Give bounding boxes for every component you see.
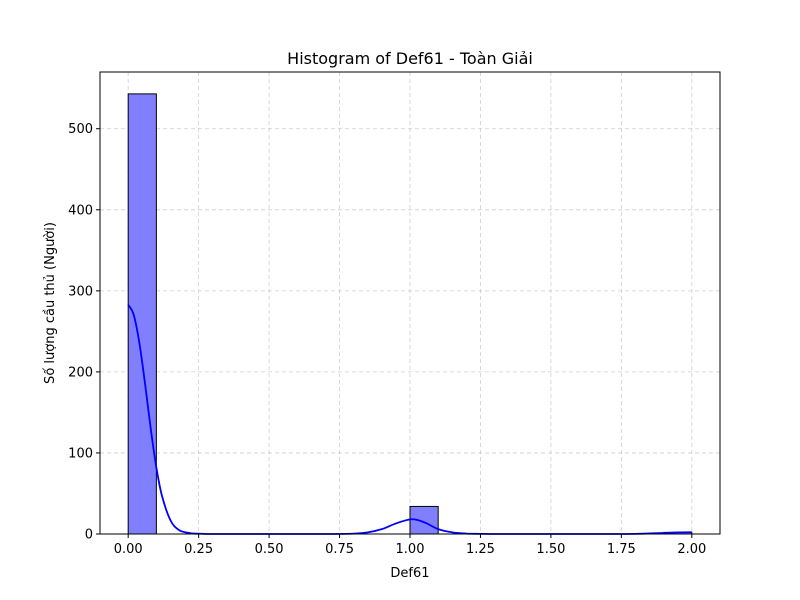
x-tick-label: 0.75 bbox=[325, 542, 354, 557]
x-tick-label: 1.25 bbox=[466, 542, 495, 557]
x-tick-label: 0.50 bbox=[255, 542, 284, 557]
y-tick-label: 0 bbox=[85, 528, 93, 543]
histogram-bar bbox=[127, 93, 157, 535]
y-tick-label: 300 bbox=[68, 284, 93, 299]
chart-title: Histogram of Def61 - Toàn Giải bbox=[287, 49, 533, 68]
x-tick-label: 1.50 bbox=[536, 542, 565, 557]
y-axis-ticks: 0 100 200 300 400 500 bbox=[68, 122, 100, 543]
y-tick-label: 500 bbox=[68, 122, 93, 137]
y-tick-label: 400 bbox=[68, 203, 93, 218]
bars-layer bbox=[127, 93, 693, 535]
y-tick-label: 200 bbox=[68, 365, 93, 380]
x-tick-label: 0.25 bbox=[184, 542, 213, 557]
x-axis-title: Def61 bbox=[390, 566, 429, 581]
x-tick-label: 2.00 bbox=[677, 542, 706, 557]
x-tick-label: 1.75 bbox=[607, 542, 636, 557]
x-tick-label: 1.00 bbox=[396, 542, 425, 557]
y-tick-label: 100 bbox=[68, 446, 93, 461]
x-axis-ticks: 0.00 0.25 0.50 0.75 1.00 1.25 1.50 1.75 2.00 bbox=[114, 534, 706, 557]
y-axis-title: Số lượng cầu thủ (Người) bbox=[43, 222, 58, 384]
x-tick-label: 0.00 bbox=[114, 542, 143, 557]
